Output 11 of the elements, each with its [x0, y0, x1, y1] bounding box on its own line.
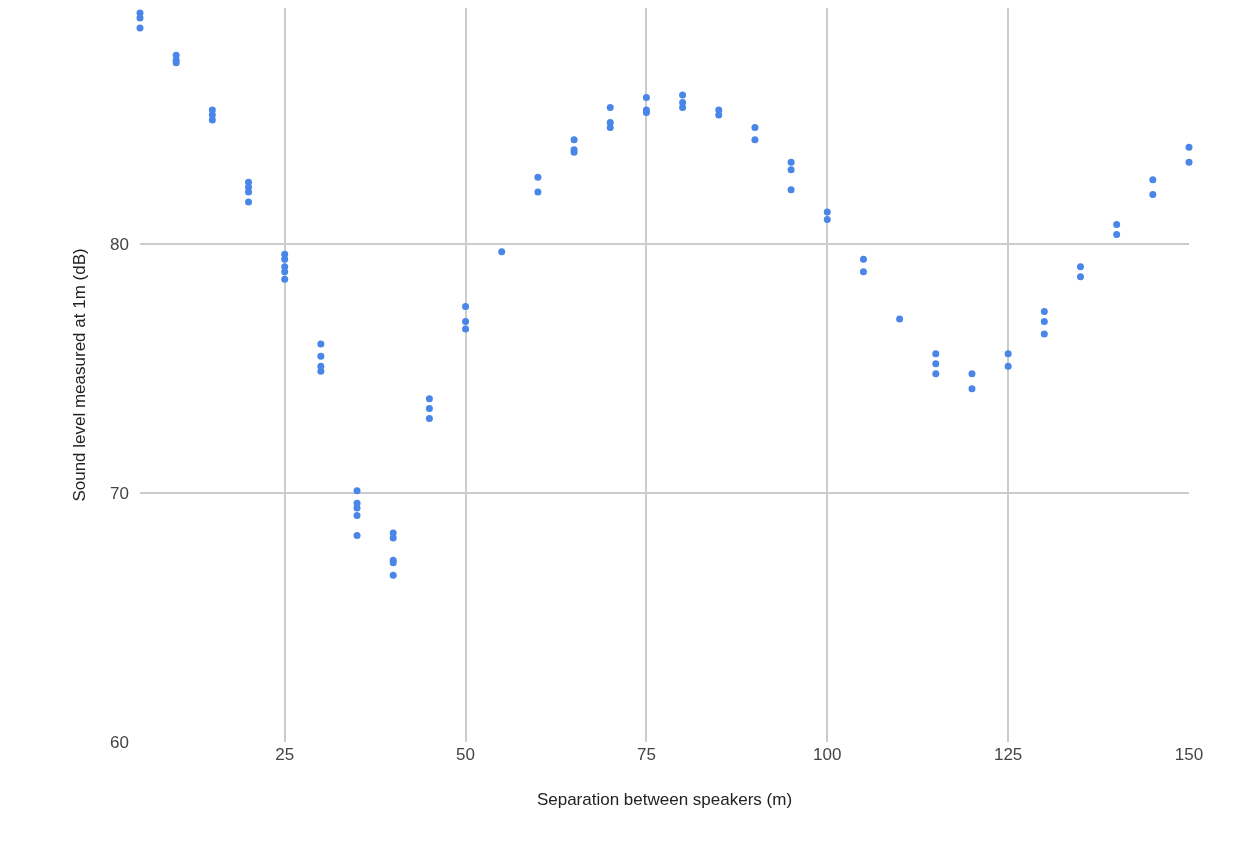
x-tick-label: 25: [275, 745, 295, 764]
x-tick-label: 150: [1174, 745, 1204, 764]
x-tick-label: 50: [456, 745, 476, 764]
y-tick-label: 80: [110, 235, 129, 255]
y-tick-label: 70: [110, 484, 129, 504]
y-axis-title: Sound level measured at 1m (dB): [69, 248, 89, 502]
y-tick-label: 60: [110, 732, 129, 752]
x-tick-label: 100: [813, 745, 842, 764]
x-tick-label: 75: [636, 745, 656, 764]
x-axis-title: Separation between speakers (m): [536, 790, 793, 810]
x-tick-label: 125: [993, 745, 1023, 764]
